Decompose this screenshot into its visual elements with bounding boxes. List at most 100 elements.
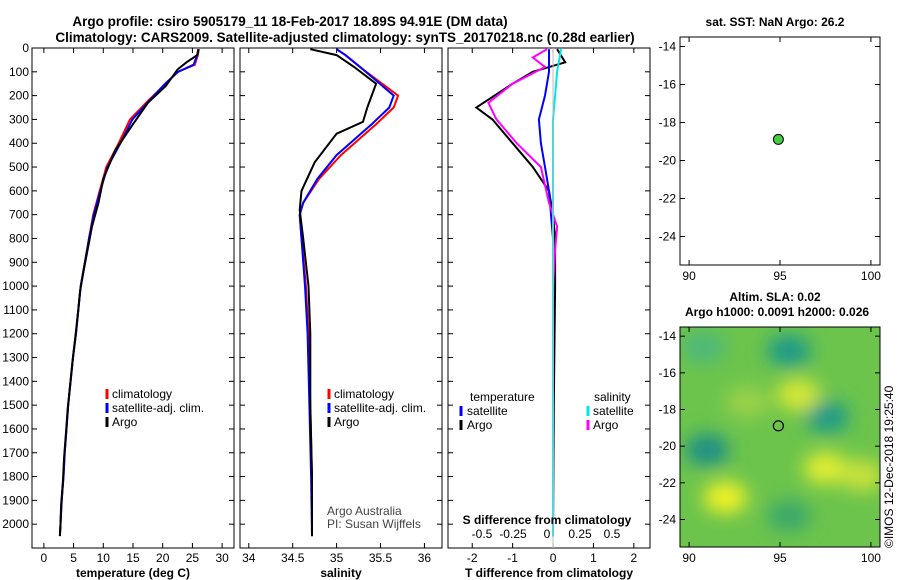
legend-label: climatology [334, 387, 394, 401]
sla-map-title-line1: Altim. SLA: 0.02 [729, 290, 821, 304]
sla_map-xtick-label: 100 [861, 551, 881, 565]
legend-heading: salinity [594, 390, 631, 404]
temperature-xtick-label: 0 [41, 551, 48, 565]
sla-heatmap-cell [805, 400, 850, 433]
sst_map-ytick-label: -14 [659, 40, 677, 54]
legend-heading: temperature [470, 390, 535, 404]
legend-label: Argo [467, 418, 493, 432]
salinity-panel: 34 34.5 35 35.5 36 salinity climatologysatelli… [239, 47, 443, 580]
sst-map-title: sat. SST: NaN Argo: 26.2 [706, 15, 845, 29]
temperature-ytick-label: 1700 [2, 446, 29, 460]
legend-label: climatology [112, 387, 172, 401]
temperature-ytick-label: 2000 [2, 517, 29, 531]
temperature-ytick-label: 500 [9, 160, 29, 174]
figure-title-line1: Argo profile: csiro 5905179_11 18-Feb-20… [72, 14, 507, 29]
temperature-xtick-label: 15 [126, 551, 140, 565]
temperature-ytick-label: 1200 [2, 327, 29, 341]
differences-series-line [474, 48, 567, 537]
differences-xtick-label: 2 [630, 551, 637, 565]
sla-heatmap-cell [681, 331, 726, 364]
sst_map-ytick-label: -22 [659, 192, 677, 206]
sst_map-ytick-label: -24 [659, 230, 677, 244]
temperature-ytick-label: 1400 [2, 374, 29, 388]
salinity-xtick-label: 35.5 [369, 551, 393, 565]
temperature-ytick-label: 700 [9, 208, 29, 222]
sla-map-title-line2: Argo h1000: 0.0091 h2000: 0.026 [685, 305, 869, 319]
temperature-ytick-label: 300 [9, 112, 29, 126]
differences-series-line [487, 48, 559, 287]
sla_map-xtick-label: 90 [682, 551, 696, 565]
sla_map-ytick-label: -20 [659, 439, 677, 453]
differences-frame [447, 47, 651, 549]
temperature-ytick-label: 1100 [3, 303, 29, 317]
salinity-series-line [298, 48, 378, 537]
temperature-xlabel: temperature (deg C) [76, 566, 190, 580]
sla_map-xtick-label: 95 [773, 551, 787, 565]
imos-watermark: ©IMOS 12-Dec-2018 19:25:40 [882, 385, 896, 548]
temperature-ytick-label: 1500 [2, 398, 29, 412]
sla-heatmap-cell [725, 386, 770, 419]
differences-xtick-label: 0 [550, 551, 557, 565]
differences-xlabel: T difference from climatology [465, 566, 633, 580]
differences-series-group [474, 48, 567, 537]
temperature-ytick-label: 600 [9, 184, 29, 198]
sla-heatmap-cell [839, 459, 880, 492]
temperature-ytick-label: 100 [9, 65, 29, 79]
sla-heatmap-cell [703, 481, 748, 514]
temperature-xtick-label: 10 [97, 551, 111, 565]
secondary-tick-label: 0 [544, 527, 551, 541]
differences-series-line [537, 49, 554, 537]
temperature-series-group [58, 49, 200, 537]
argo-float-marker [772, 420, 784, 432]
salinity-series-line [298, 48, 400, 537]
differences-xtick-label: -1 [507, 551, 518, 565]
temperature-ytick-label: 1900 [2, 493, 29, 507]
secondary-tick-label: 0.25 [568, 527, 592, 541]
sst_map-frame [679, 36, 881, 266]
argo-float-marker [772, 133, 784, 145]
temperature-xtick-label: 20 [156, 551, 170, 565]
temperature-xtick-label: 5 [70, 551, 77, 565]
sla_map-ytick-label: -16 [659, 366, 677, 380]
salinity-series-group [298, 48, 400, 537]
temperature-ytick-label: 1000 [2, 279, 29, 293]
sla-heatmap [680, 327, 880, 547]
legend-label: satellite-adj. clim. [334, 401, 426, 415]
temperature-panel: 0 5 10 15 20 25 300100200300400500600700800900… [2, 41, 235, 580]
sst_map-xtick-label: 95 [773, 269, 787, 283]
temperature-ytick-label: 1800 [2, 470, 29, 484]
legend-label: satellite [593, 404, 634, 418]
sst-map-panel: sat. SST: NaN Argo: 26.2 90 95 100 -14 -16 -18… [659, 15, 882, 283]
sst_map-ytick-label: -18 [659, 116, 677, 130]
legend-label: satellite-adj. clim. [112, 401, 204, 415]
salinity-xtick-label: 36 [418, 551, 432, 565]
differences-xtick-label: 1 [590, 551, 597, 565]
temperature-xtick-label: 30 [215, 551, 229, 565]
legend-label: satellite [467, 404, 508, 418]
legend-label: Argo [593, 418, 619, 432]
sla_map-ytick-label: -24 [659, 513, 677, 527]
sla-heatmap-cell [685, 433, 730, 466]
legend-label: Argo [112, 415, 138, 429]
sst_map-ytick-label: -16 [659, 78, 677, 92]
sst_map-ytick-label: -20 [659, 154, 677, 168]
sla_map-ytick-label: -18 [659, 403, 677, 417]
temperature-ytick-label: 1600 [2, 422, 29, 436]
secondary-tick-label: -0.5 [472, 527, 493, 541]
difference-panel: -2 -1 0 1 2T difference from climatology -0.5… [447, 47, 651, 580]
salinity-xtick-label: 34 [242, 551, 256, 565]
temperature-ytick-label: 400 [9, 136, 29, 150]
salinity-frame [239, 47, 443, 549]
temperature-series-line [58, 49, 200, 537]
sst_map-xtick-label: 90 [682, 269, 696, 283]
pi-annotation: PI: Susan Wijffels [327, 517, 421, 531]
sst_map-xtick-label: 100 [861, 269, 881, 283]
differences-xtick-label: -2 [467, 551, 478, 565]
temperature-ytick-label: 1300 [2, 351, 29, 365]
sla-heatmap-cell [767, 334, 812, 367]
sla_map-ytick-label: -22 [659, 476, 677, 490]
sla-heatmap-cell [803, 452, 848, 485]
sla-heatmap-blobs [681, 331, 880, 532]
sla-heatmap-cell [767, 499, 812, 532]
